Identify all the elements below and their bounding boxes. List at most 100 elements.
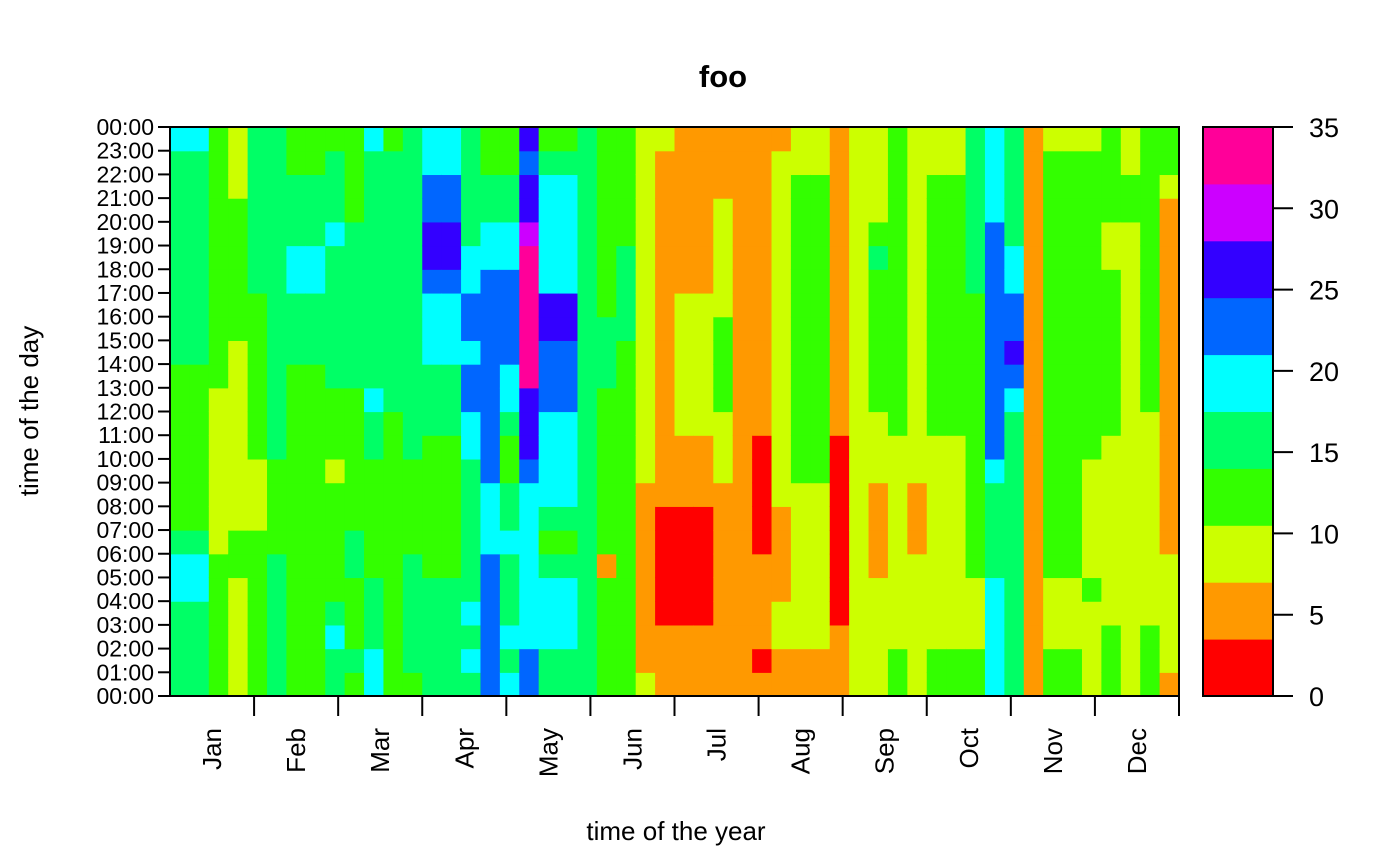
x-tick-label: Jun xyxy=(617,728,647,770)
heatmap-cell xyxy=(422,316,443,341)
heatmap-cell xyxy=(422,458,443,484)
heatmap-cell xyxy=(674,245,695,270)
heatmap-cell xyxy=(558,221,579,247)
heatmap-cell xyxy=(383,221,404,247)
heatmap-cell xyxy=(480,601,501,626)
heatmap-cell xyxy=(189,435,210,460)
heatmap-cell xyxy=(771,624,792,650)
heatmap-cell xyxy=(402,577,423,602)
heatmap-cell xyxy=(926,364,947,389)
heatmap-cell xyxy=(228,174,249,199)
heatmap-cell xyxy=(325,411,346,436)
heatmap-cell xyxy=(325,150,346,176)
heatmap-cell xyxy=(596,292,617,318)
heatmap-cell xyxy=(984,292,1005,318)
x-axis-label: time of the year xyxy=(586,816,766,846)
y-tick-label: 23:00 xyxy=(96,138,154,164)
heatmap-cell xyxy=(1023,553,1044,579)
heatmap-cell xyxy=(887,150,908,176)
heatmap-cell xyxy=(790,340,811,365)
y-tick-label: 16:00 xyxy=(96,304,154,330)
heatmap-cell xyxy=(577,435,598,460)
heatmap-cell xyxy=(461,458,482,484)
heatmap-cell xyxy=(829,316,850,341)
heatmap-cell xyxy=(480,624,501,650)
heatmap-cell xyxy=(984,458,1005,484)
heatmap-cell xyxy=(170,482,190,507)
y-axis: 00:0001:0002:0003:0004:0005:0006:0007:00… xyxy=(96,114,170,709)
heatmap-cell xyxy=(693,601,714,626)
heatmap-cell xyxy=(752,672,773,697)
heatmap-cell xyxy=(1062,127,1083,152)
heatmap-cell xyxy=(674,648,695,673)
heatmap-cell xyxy=(364,530,385,555)
heatmap-cell xyxy=(441,482,462,507)
heatmap-cell xyxy=(1043,127,1064,152)
heatmap-cell xyxy=(965,601,986,626)
heatmap-cell xyxy=(499,506,520,531)
heatmap-cell xyxy=(208,530,229,555)
heatmap-cell xyxy=(887,601,908,626)
heatmap-cell xyxy=(752,387,773,413)
heatmap-cell xyxy=(1101,530,1122,555)
y-tick-label: 03:00 xyxy=(96,612,154,638)
heatmap-cell xyxy=(655,198,676,223)
heatmap-cell xyxy=(1062,624,1083,650)
heatmap-cell xyxy=(946,127,967,152)
heatmap-cell xyxy=(383,435,404,460)
heatmap-cell xyxy=(325,648,346,673)
heatmap-cell xyxy=(305,506,326,531)
heatmap-cell xyxy=(1081,624,1102,650)
heatmap-cell xyxy=(1159,221,1180,247)
heatmap-cell xyxy=(907,269,928,294)
heatmap-cell xyxy=(422,269,443,294)
heatmap-cell xyxy=(1159,292,1180,318)
heatmap-cell xyxy=(538,150,559,176)
heatmap-cell xyxy=(616,127,637,152)
heatmap-cell xyxy=(752,150,773,176)
heatmap-cell xyxy=(655,601,676,626)
heatmap-cell xyxy=(1023,198,1044,223)
heatmap-cell xyxy=(170,672,190,697)
heatmap-cell xyxy=(849,530,870,555)
heatmap-cell xyxy=(907,127,928,152)
heatmap-cell xyxy=(344,221,365,247)
heatmap-cell xyxy=(655,672,676,697)
heatmap-cell xyxy=(907,292,928,318)
heatmap-cell xyxy=(519,482,540,507)
heatmap-cell xyxy=(926,458,947,484)
heatmap-cell xyxy=(1159,482,1180,507)
heatmap-cell xyxy=(616,269,637,294)
heatmap-cell xyxy=(228,482,249,507)
heatmap-cell xyxy=(538,530,559,555)
heatmap-cell xyxy=(829,411,850,436)
heatmap-cell xyxy=(577,150,598,176)
heatmap-cell xyxy=(422,221,443,247)
heatmap-cell xyxy=(810,198,831,223)
heatmap-cell xyxy=(247,601,268,626)
heatmap-cell xyxy=(1004,127,1025,152)
heatmap-cell xyxy=(344,174,365,199)
heatmap-cell xyxy=(635,411,656,436)
heatmap-cell xyxy=(208,198,229,223)
heatmap-cell xyxy=(247,269,268,294)
heatmap-cell xyxy=(868,245,889,270)
y-tick-label: 19:00 xyxy=(96,233,154,259)
heatmap-cell xyxy=(946,364,967,389)
heatmap-cell xyxy=(305,624,326,650)
heatmap-cell xyxy=(170,221,190,247)
colorbar-band xyxy=(1203,240,1273,299)
heatmap-cell xyxy=(344,530,365,555)
heatmap-cell xyxy=(1004,672,1025,697)
heatmap-cell xyxy=(228,127,249,152)
heatmap-cell xyxy=(926,316,947,341)
heatmap-cell xyxy=(674,435,695,460)
heatmap-cell xyxy=(713,364,734,389)
heatmap-cell xyxy=(1140,530,1161,555)
heatmap-cell xyxy=(693,648,714,673)
heatmap-cell xyxy=(247,648,268,673)
heatmap-cell xyxy=(1101,482,1122,507)
heatmap-cell xyxy=(208,364,229,389)
heatmap-cell xyxy=(228,221,249,247)
heatmap-cell xyxy=(693,364,714,389)
